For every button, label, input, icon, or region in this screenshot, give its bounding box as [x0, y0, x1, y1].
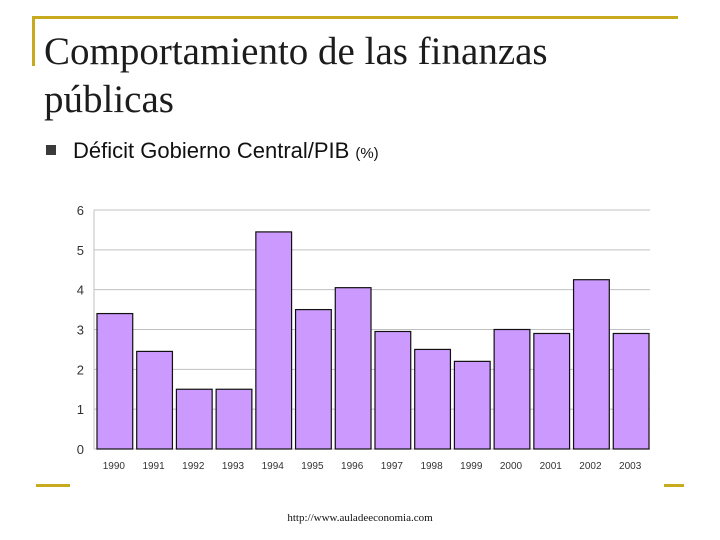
bar [612, 332, 650, 450]
x-tick-label: 1996 [341, 461, 364, 472]
y-tick-label: 4 [77, 283, 84, 298]
x-tick-label: 1998 [420, 461, 443, 472]
y-tick-label: 6 [77, 203, 84, 218]
x-tick-label: 1995 [301, 461, 324, 472]
bar [374, 330, 412, 450]
y-tick-label: 3 [77, 323, 84, 338]
x-tick-label: 2002 [579, 461, 602, 472]
bar [493, 328, 531, 450]
frame-bottom-right-line [664, 484, 684, 487]
x-tick-label: 2003 [619, 461, 642, 472]
x-tick-label: 1997 [381, 461, 404, 472]
x-tick-label: 1994 [262, 461, 285, 472]
frame-bottom-left-line [36, 484, 70, 487]
bar [294, 308, 332, 450]
bar [334, 287, 372, 450]
x-tick-label: 1991 [142, 461, 165, 472]
x-tick-label: 1999 [460, 461, 483, 472]
bar [453, 360, 491, 450]
y-tick-label: 5 [77, 243, 84, 258]
bar-chart: 0 1 2 3 4 5 6 1990 1991 1992 1993 1994 1995 1996 1997 1… [77, 203, 650, 472]
x-tick-label: 1990 [103, 461, 126, 472]
bar [572, 279, 610, 450]
bar [136, 350, 174, 450]
y-tick-label: 2 [77, 362, 84, 377]
bar [414, 348, 452, 450]
bullet-unit: (%) [355, 145, 379, 162]
bullet-item: Déficit Gobierno Central/PIB (%) [46, 138, 379, 164]
bullet-square-icon [46, 145, 56, 155]
x-tick-label: 1993 [222, 461, 245, 472]
slide-title: Comportamiento de las finanzas públicas [44, 30, 548, 121]
bar [175, 388, 213, 450]
frame-top-line [32, 16, 678, 19]
frame-left-line [32, 16, 35, 66]
x-tick-label: 1992 [182, 461, 205, 472]
bar [255, 231, 293, 450]
x-tick-label: 2000 [500, 461, 523, 472]
y-tick-label: 0 [77, 442, 84, 457]
bar [96, 312, 134, 450]
footer-url: http://www.auladeeconomia.com [287, 512, 433, 524]
y-tick-label: 1 [77, 402, 84, 417]
bar [533, 332, 571, 450]
bullet-text: Déficit Gobierno Central/PIB [73, 138, 350, 163]
x-tick-label: 2001 [540, 461, 563, 472]
bar [215, 388, 253, 450]
